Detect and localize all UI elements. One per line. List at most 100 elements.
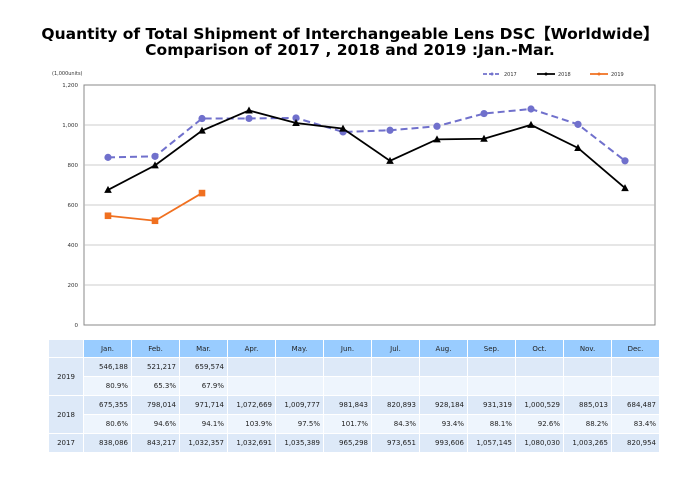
shipment-value: 1,072,669	[227, 395, 276, 415]
yoy-ratio	[467, 376, 516, 396]
shipment-value: 684,487	[611, 395, 660, 415]
column-header: Mar.	[179, 339, 228, 358]
yoy-ratio	[419, 376, 468, 396]
y-tick-label: 600	[68, 203, 79, 209]
y-tick-label: 1,200	[62, 83, 78, 89]
shipment-value: 1,009,777	[275, 395, 324, 415]
shipment-value: 973,651	[371, 433, 420, 453]
column-header: Jan.	[83, 339, 132, 358]
shipment-value: 838,086	[83, 433, 132, 453]
data-point-2018	[339, 124, 347, 132]
column-header: Nov.	[563, 339, 612, 358]
table-header-row: Jan. Feb. Mar. Apr. May. Jun. Jul. Aug. Sep. Oct.…	[48, 339, 660, 358]
yoy-ratio: 83.4%	[611, 414, 660, 434]
data-point-2018	[574, 143, 582, 151]
shipment-value	[563, 357, 612, 377]
legend-marker-2018	[544, 72, 548, 76]
series-line-2019	[107, 192, 203, 222]
data-point-2018	[386, 156, 394, 164]
table-row: 2017 838,086 843,217 1,032,357 1,032,691 1,03…	[48, 433, 660, 453]
row-year-label: 2019	[48, 357, 84, 396]
y-tick-label: 1,000	[62, 123, 78, 129]
table-row: 2018 675,355 798,014 971,714 1,072,669 1,009,…	[48, 395, 660, 434]
shipment-value: 965,298	[323, 433, 372, 453]
yoy-ratio: 97.5%	[275, 414, 324, 434]
data-point-2017	[151, 152, 159, 160]
shipment-value: 931,319	[467, 395, 516, 415]
yoy-ratio	[275, 376, 324, 396]
shipment-value	[371, 357, 420, 377]
data-point-2017	[292, 114, 300, 122]
yoy-ratio	[611, 376, 660, 396]
shipment-value: 521,217	[131, 357, 180, 377]
data-point-2019	[104, 212, 112, 220]
table-row-ratio: 80.9% 65.3% 67.9%	[49, 376, 660, 396]
column-header: Jul.	[371, 339, 420, 358]
line-chart: 0 200 400 600 800 1,000 1,200 (1,000units) 2017 2…	[52, 71, 656, 329]
shipment-value: 659,574	[179, 357, 228, 377]
yoy-ratio: 101.7%	[323, 414, 372, 434]
column-header: Sep.	[467, 339, 516, 358]
chart-title: Quantity of Total Shipment of Interchang…	[41, 25, 659, 43]
data-point-2019	[151, 217, 159, 225]
data-point-2018	[292, 119, 300, 127]
shipment-value: 1,032,691	[227, 433, 276, 453]
data-point-2018	[198, 126, 206, 134]
shipment-value	[323, 357, 372, 377]
data-point-2017	[104, 153, 112, 161]
y-tick-label: 0	[75, 323, 79, 329]
shipment-value	[515, 357, 564, 377]
shipment-value: 546,188	[83, 357, 132, 377]
shipment-value	[275, 357, 324, 377]
data-point-2017	[245, 114, 253, 123]
y-tick-label: 200	[68, 283, 79, 289]
yoy-ratio: 94.6%	[131, 414, 180, 434]
yoy-ratio: 65.3%	[131, 376, 180, 396]
shipment-value: 885,013	[563, 395, 612, 415]
yoy-ratio: 84.3%	[371, 414, 420, 434]
yoy-ratio	[563, 376, 612, 396]
legend-label-2019: 2019	[611, 72, 624, 78]
yoy-ratio	[371, 376, 420, 396]
table-row-ratio: 80.6% 94.6% 94.1% 103.9% 97.5% 101.7% 84.3% 93.…	[49, 414, 660, 434]
data-point-2017	[574, 120, 582, 128]
data-point-2018	[245, 106, 253, 114]
shipment-value: 1,003,265	[563, 433, 612, 453]
shipment-value: 843,217	[131, 433, 180, 453]
shipment-value: 1,035,389	[275, 433, 324, 453]
column-header: Feb.	[131, 339, 180, 358]
data-point-2017	[527, 105, 535, 113]
row-year-label: 2017	[48, 433, 84, 453]
shipment-value: 1,000,529	[515, 395, 564, 415]
column-header: Apr.	[227, 339, 276, 358]
column-header: Aug.	[419, 339, 468, 358]
yoy-ratio	[515, 376, 564, 396]
yoy-ratio: 103.9%	[227, 414, 276, 434]
data-point-2018	[527, 120, 535, 128]
shipment-value: 1,080,030	[515, 433, 564, 453]
shipment-value	[611, 357, 660, 377]
shipment-value: 971,714	[179, 395, 228, 415]
header-corner	[48, 339, 84, 358]
column-header: Dec.	[611, 339, 660, 358]
yoy-ratio: 67.9%	[179, 376, 228, 396]
data-point-2017	[198, 114, 206, 123]
shipment-value: 993,606	[419, 433, 468, 453]
column-header: May.	[275, 339, 324, 358]
shipment-value: 981,843	[323, 395, 372, 415]
y-axis-unit-label: (1,000units)	[52, 71, 83, 77]
shipment-value: 928,184	[419, 395, 468, 415]
legend-marker-2017	[490, 72, 494, 76]
yoy-ratio	[323, 376, 372, 396]
shipment-value	[467, 357, 516, 377]
shipment-value: 820,893	[371, 395, 420, 415]
data-point-2018	[104, 185, 112, 193]
shipment-value: 1,032,357	[179, 433, 228, 453]
column-header: Jun.	[323, 339, 372, 358]
shipment-value: 675,355	[83, 395, 132, 415]
data-point-2017	[480, 109, 488, 118]
data-point-2019	[198, 189, 206, 197]
column-header: Oct.	[515, 339, 564, 358]
yoy-ratio: 80.6%	[83, 414, 132, 434]
yoy-ratio: 94.1%	[179, 414, 228, 434]
